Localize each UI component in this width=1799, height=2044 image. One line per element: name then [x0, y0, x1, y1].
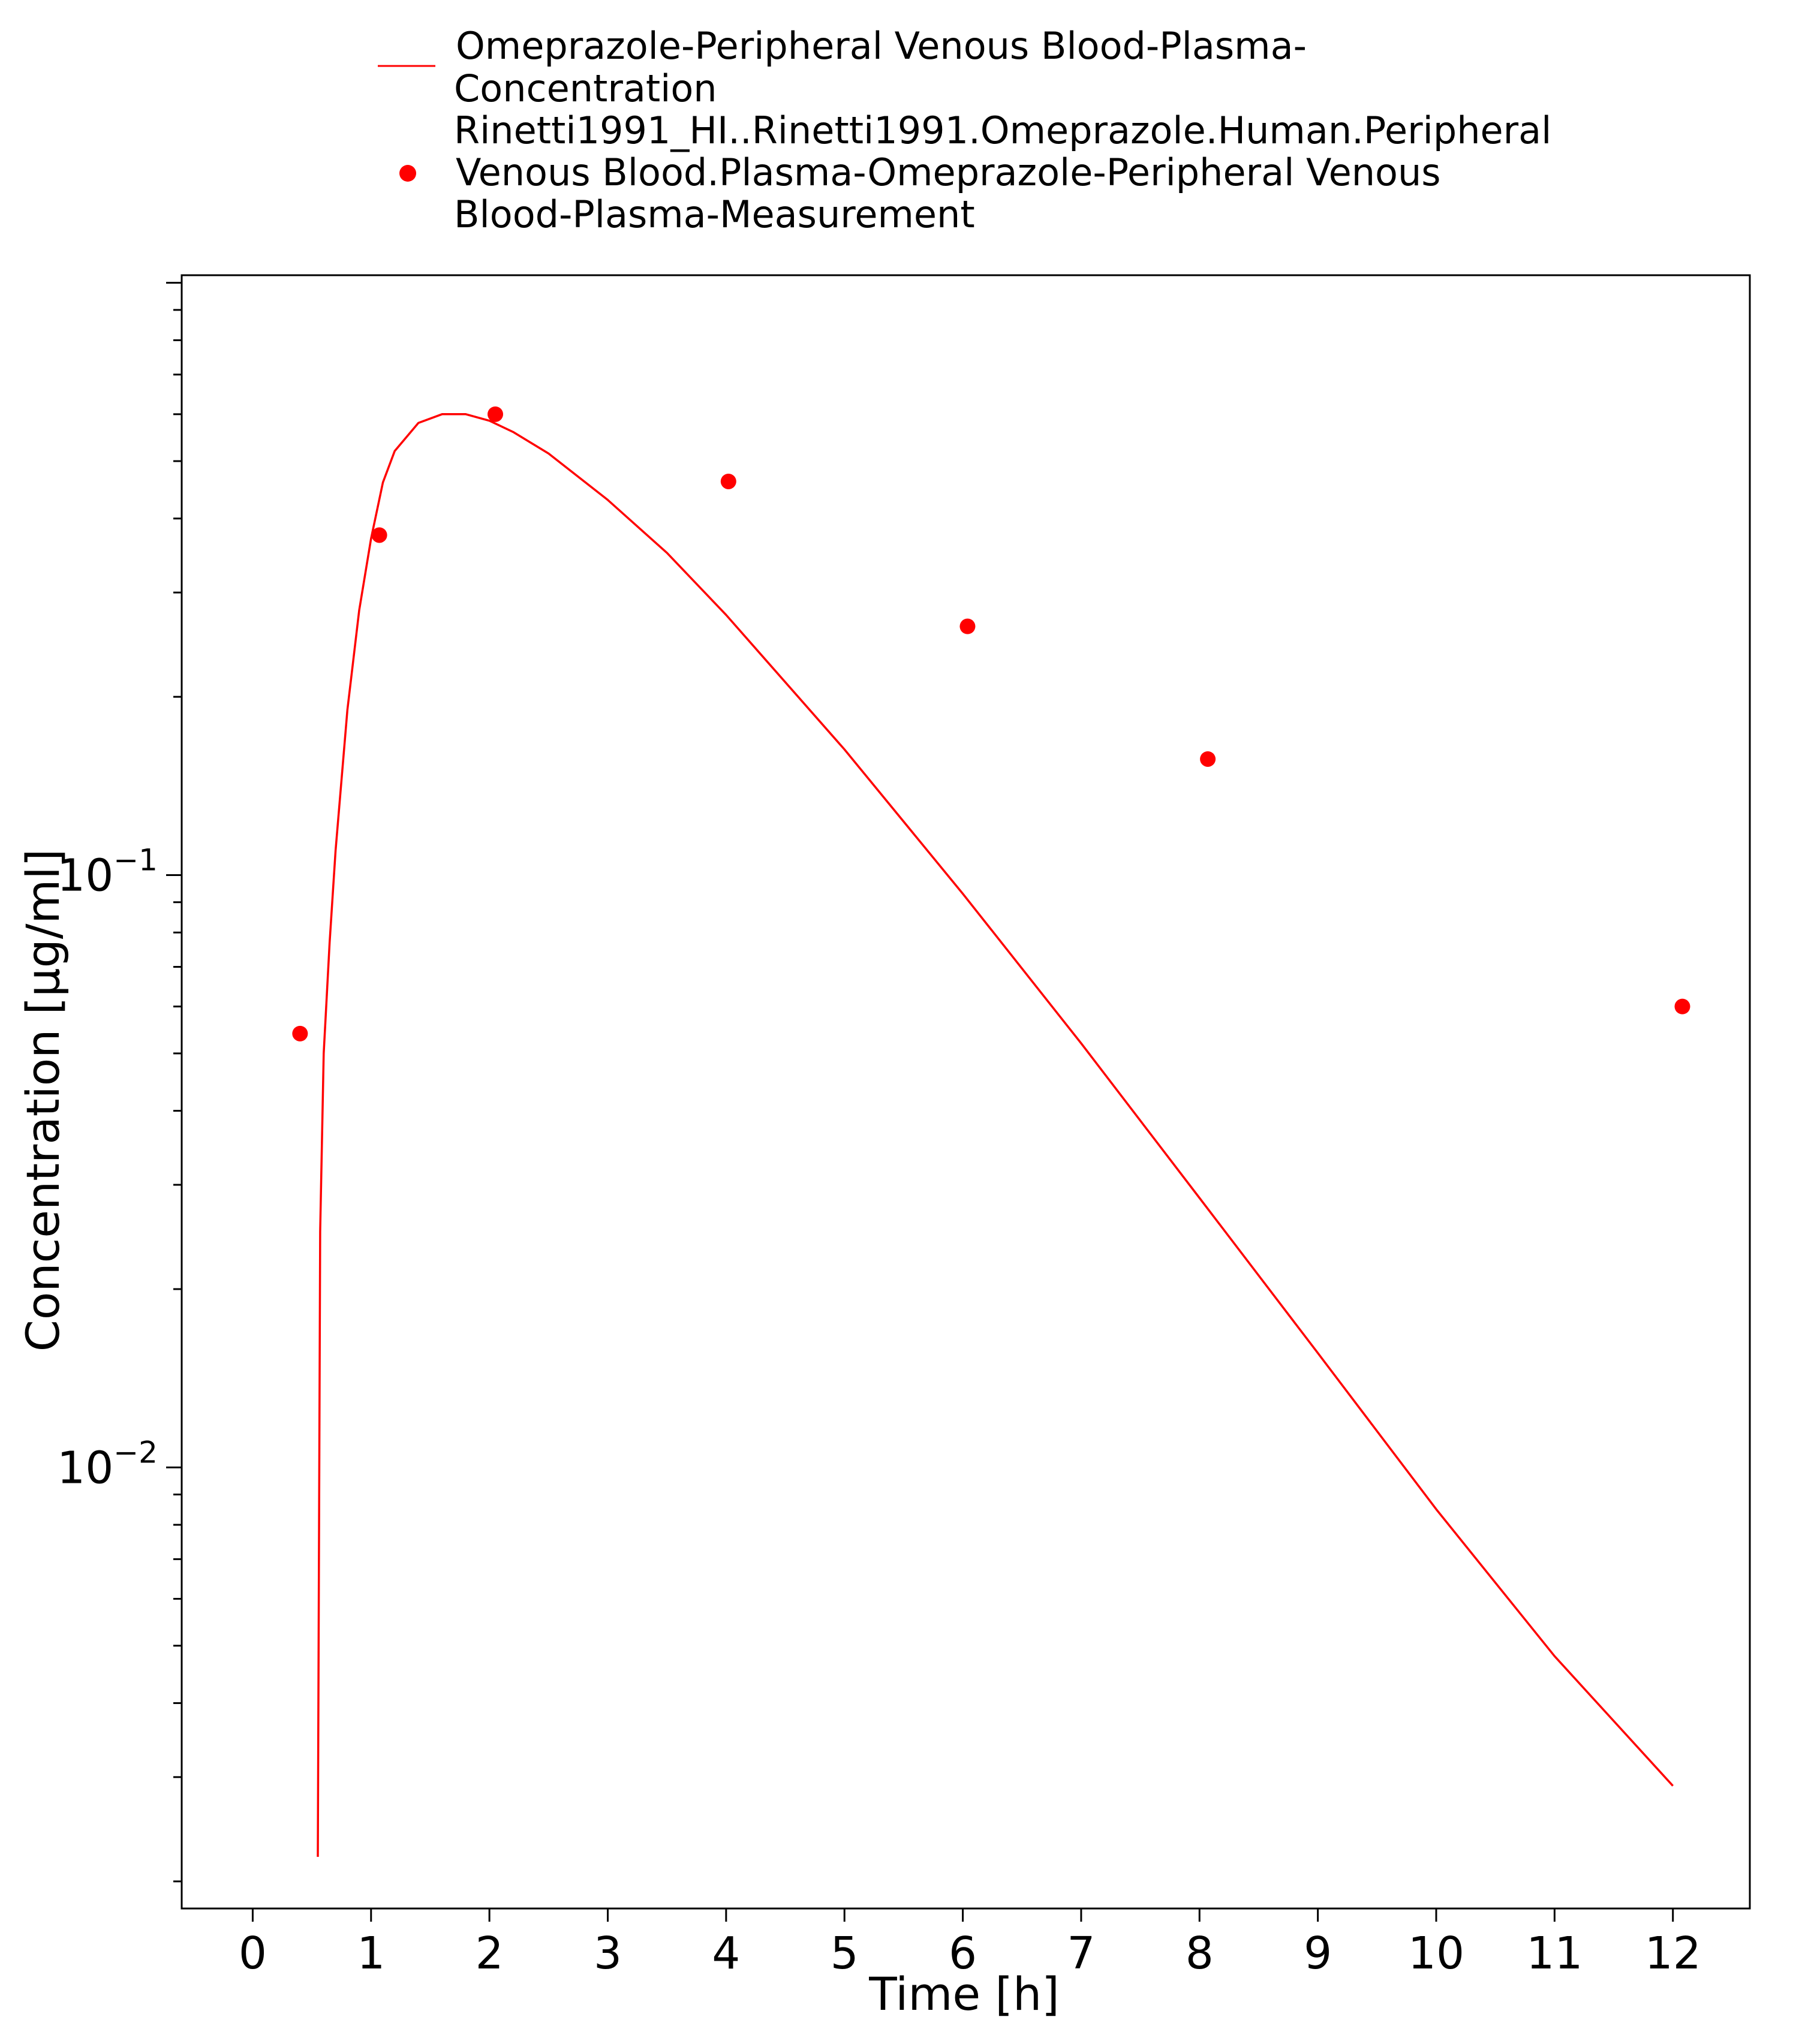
x-tick-label: 11 [1526, 1928, 1583, 1979]
measurement-point [1674, 998, 1690, 1015]
measurement-point [488, 406, 503, 422]
measurement-point [292, 1025, 308, 1041]
x-axis: 0 1 2 3 4 5 6 7 8 9 10 11 12 [239, 1908, 1701, 1979]
legend-line-label-1: Omeprazole-Peripheral Venous Blood-Plasm… [456, 24, 1307, 68]
x-tick-label: 3 [594, 1928, 622, 1979]
x-tick-label: 8 [1186, 1928, 1214, 1979]
measurement-point [720, 473, 736, 489]
x-tick-label: 7 [1067, 1928, 1095, 1979]
x-tick-label: 2 [476, 1928, 504, 1979]
legend-line-label-2: Concentration [454, 67, 717, 110]
series-line [317, 413, 1674, 1857]
y-tick-base: 10 [57, 1442, 113, 1494]
measurement-point [371, 527, 387, 543]
x-tick-label: 4 [712, 1928, 740, 1979]
legend-scatter-label-2: Venous Blood.Plasma-Omeprazole-Periphera… [456, 150, 1441, 194]
legend-line-swatch [378, 65, 435, 67]
x-tick-label: 5 [831, 1928, 859, 1979]
y-axis: 10−110−2 [57, 282, 182, 1883]
y-axis-title: Concentration [µg/ml] [16, 849, 70, 1351]
y-tick-exponent: −1 [113, 843, 158, 878]
plot-area-frame [180, 274, 1751, 1910]
x-tick-label: 10 [1408, 1928, 1464, 1979]
y-tick-label: 10−1 [57, 843, 158, 902]
y-tick-base: 10 [57, 850, 113, 902]
legend-scatter-swatch [399, 165, 416, 182]
simulated-concentration-line [317, 413, 1674, 1857]
y-tick-exponent: −2 [113, 1435, 158, 1470]
series-points [292, 406, 1690, 1041]
measurement-point [1200, 751, 1216, 767]
x-tick-label: 12 [1645, 1928, 1701, 1979]
x-tick-label: 1 [357, 1928, 385, 1979]
x-tick-label: 9 [1304, 1928, 1332, 1979]
x-axis-title: Time [h] [868, 1967, 1060, 2021]
legend-scatter-label-3: Blood-Plasma-Measurement [454, 192, 975, 236]
legend-scatter-label-1: Rinetti1991_HI..Rinetti1991.Omeprazole.H… [454, 109, 1552, 152]
x-tick-label: 0 [239, 1928, 267, 1979]
measurement-point [959, 618, 976, 634]
y-tick-label: 10−2 [57, 1435, 158, 1494]
x-tick-label: 6 [949, 1928, 977, 1979]
